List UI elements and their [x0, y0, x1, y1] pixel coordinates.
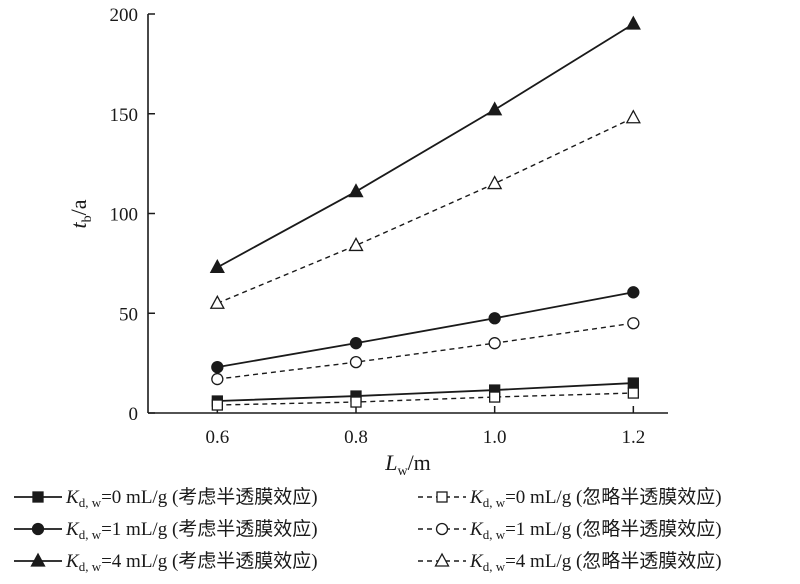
x-axis-title: Lw/m [384, 450, 431, 479]
series-4 [211, 387, 639, 411]
legend-marker-triangle [30, 552, 46, 567]
legend-label: Kd, w=4 mL/g (忽略半透膜效应) [469, 550, 722, 574]
data-point-triangle [348, 183, 364, 198]
legend-marker-circle [31, 522, 45, 536]
legend-label: Kd, w=0 mL/g (忽略半透膜效应) [469, 486, 722, 510]
series-group [209, 15, 641, 411]
y-tick-label: 50 [119, 304, 138, 325]
legend-marker-circle [435, 522, 449, 536]
legend-item-5: Kd, w=1 mL/g (忽略半透膜效应) [418, 518, 722, 542]
legend-item-6: Kd, w=4 mL/g (忽略半透膜效应) [418, 550, 722, 574]
legend: Kd, w=0 mL/g (考虑半透膜效应) Kd, w=1 mL/g (考虑半透… [14, 486, 722, 574]
data-point-circle [627, 317, 640, 330]
legend-item-1: Kd, w=0 mL/g (考虑半透膜效应) [14, 486, 318, 510]
series-5 [211, 317, 640, 386]
data-point-circle [349, 355, 363, 369]
series-2 [211, 286, 640, 374]
data-point-circle [211, 360, 224, 374]
series-3 [209, 15, 641, 274]
legend-label: Kd, w=1 mL/g (忽略半透膜效应) [469, 518, 722, 542]
legend-item-4: Kd, w=0 mL/g (忽略半透膜效应) [418, 486, 722, 510]
legend-label: Kd, w=1 mL/g (考虑半透膜效应) [65, 518, 318, 542]
x-tick-label: 0.8 [344, 427, 368, 448]
series-1 [211, 377, 639, 407]
y-tick-label: 200 [110, 5, 139, 26]
legend-label: Kd, w=4 mL/g (考虑半透膜效应) [65, 550, 318, 574]
data-point-square [627, 377, 639, 389]
legend-item-2: Kd, w=1 mL/g (考虑半透膜效应) [14, 518, 318, 542]
data-point-triangle [625, 15, 641, 30]
legend-label: Kd, w=0 mL/g (考虑半透膜效应) [65, 486, 318, 510]
data-point-square [211, 399, 223, 411]
legend-marker-triangle [434, 552, 450, 567]
y-axis-title: tb/a [66, 199, 95, 228]
y-tick-label: 150 [110, 105, 139, 126]
series-line [217, 322, 634, 380]
data-point-triangle [487, 101, 503, 116]
x-tick-label: 1.0 [483, 427, 507, 448]
data-point-circle [488, 337, 501, 350]
y-tick-label: 100 [110, 205, 139, 226]
data-point-circle [211, 372, 224, 386]
x-tick-label: 1.2 [621, 427, 645, 448]
series-6 [209, 109, 641, 309]
legend-item-3: Kd, w=4 mL/g (考虑半透膜效应) [14, 550, 318, 574]
data-point-triangle [209, 294, 225, 309]
data-point-circle [349, 337, 363, 350]
y-tick-label: 0 [129, 404, 139, 425]
legend-marker-square [436, 491, 448, 503]
series-line [217, 382, 634, 402]
series-line [217, 392, 634, 406]
data-point-triangle [625, 109, 641, 124]
data-point-triangle [209, 259, 225, 274]
data-point-square [627, 387, 639, 399]
data-point-triangle [487, 175, 503, 190]
x-tick-label: 0.6 [205, 427, 229, 448]
data-point-circle [627, 286, 640, 299]
series-line [217, 117, 634, 304]
data-point-circle [488, 312, 501, 325]
data-point-triangle [348, 237, 364, 252]
axes: 0 50 100 150 200 0.6 0.8 1.0 1.2 Lw/m tb/a [66, 5, 668, 479]
data-point-square [489, 391, 501, 403]
legend-marker-square [32, 491, 44, 503]
series-line [216, 23, 634, 269]
series-line [217, 291, 634, 369]
data-point-square [350, 396, 362, 408]
